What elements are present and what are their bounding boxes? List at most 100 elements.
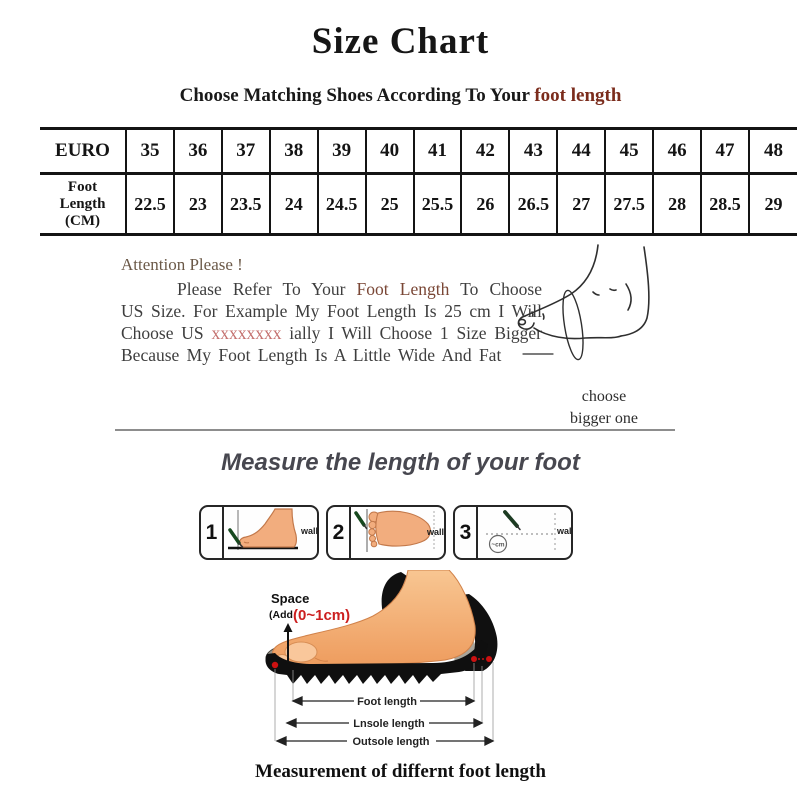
sketch-toenail	[517, 318, 527, 326]
sketch-caption: choose bigger one	[540, 386, 668, 430]
size-cell: 43	[508, 127, 558, 175]
sketch-caption-line1: choose	[581, 388, 627, 405]
size-cell: 46	[652, 127, 702, 175]
foot-measurement-diagram: Space (Add (0~1cm) Foot length Lnsole le…	[265, 570, 498, 748]
table-row-foot-length: Foot Length (CM) 22.5 23 23.5 24 24.5 25 25.5 2…	[40, 173, 797, 236]
size-cell: 24.5	[316, 173, 366, 236]
size-cell: 39	[316, 127, 366, 175]
size-cell: 22.5	[125, 173, 174, 236]
sketch-girth-ellipse	[562, 289, 584, 361]
sketch-toe-crease-1	[542, 313, 545, 320]
step-1-pen-tip	[238, 542, 244, 548]
sketch-caption-line2: bigger one	[570, 410, 638, 427]
step-1-illustration: wall	[228, 508, 317, 550]
size-cell: 23	[172, 173, 222, 236]
size-cell: 23.5	[220, 173, 270, 236]
diagram-space-value: (0~1cm)	[293, 607, 350, 624]
step-2-wall-label: wall	[426, 527, 444, 537]
step-3-illustration: ~cm wall	[486, 510, 571, 554]
size-cell: 48	[747, 127, 797, 175]
size-cell: 28.5	[700, 173, 749, 236]
sketch-ankle-mark-2	[609, 288, 617, 292]
size-cell: 45	[604, 127, 654, 175]
step-1-pen-icon	[228, 528, 241, 545]
size-cell: 24	[268, 173, 318, 236]
size-cell: 25	[364, 173, 414, 236]
sketch-ankle-mark-1	[592, 291, 600, 296]
size-cell: 47	[700, 127, 749, 175]
bottom-caption: Measurement of differnt foot length	[255, 761, 546, 782]
row-header-foot-length: Foot Length (CM)	[40, 173, 126, 236]
step-2-foot-shape	[375, 510, 431, 547]
step-3-pen-icon	[503, 510, 519, 528]
size-cell: 26	[460, 173, 510, 236]
attention-heading: Attention Please !	[121, 255, 243, 274]
size-cell: 35	[125, 127, 174, 175]
step-1-foot-shape	[239, 508, 297, 548]
diagram-big-toe	[284, 641, 318, 663]
size-cell: 41	[412, 127, 462, 175]
size-conversion-table: EURO 35 36 37 38 39 40 41 42 43 44 45 46 47 48 Foot L…	[40, 127, 797, 236]
sketch-sole-line	[533, 327, 622, 340]
size-cell: 36	[172, 127, 222, 175]
step-1-toe-line	[243, 541, 250, 544]
diagram-measure-arrows	[275, 695, 495, 747]
step-2-toes	[368, 511, 380, 548]
step-2-art: wall	[351, 507, 444, 558]
size-cell: 25.5	[412, 173, 462, 236]
attention-highlight-foot-length: Foot Length	[356, 279, 450, 299]
subtitle: Choose Matching Shoes According To Your …	[0, 85, 801, 107]
diagram-arrow-label-outsole-length: Outsole length	[353, 736, 430, 748]
diagram-guide-lines	[274, 662, 494, 741]
size-cell: 40	[364, 127, 414, 175]
size-cell: 44	[556, 127, 606, 175]
diagram-space-add-label: (Add	[269, 609, 293, 621]
foot-girth-sketch	[517, 244, 650, 361]
measure-steps-row: 1 wall 2	[199, 505, 573, 560]
size-cell: 27.5	[604, 173, 654, 236]
attention-paragraph: Please Refer To Your Foot Length To Choo…	[121, 278, 542, 366]
diagram-arrow-label-insole-length: Lnsole length	[353, 718, 425, 730]
diagram-toe-crease	[314, 657, 329, 662]
size-cell: 37	[220, 127, 270, 175]
diagram-space-arrow-head	[283, 623, 293, 632]
attention-part1: Please Refer To Your	[177, 279, 357, 299]
sketch-leg-front	[524, 244, 599, 317]
step-2-illustration: wall	[354, 509, 444, 552]
sketch-leg-back	[620, 246, 650, 337]
step-2-pen-icon	[354, 511, 366, 527]
size-cell: 42	[460, 127, 510, 175]
step-panel-3: 3 ~cm wall	[453, 505, 573, 560]
size-cell: 28	[652, 173, 702, 236]
measure-section-heading: Measure the length of your foot	[221, 449, 580, 476]
subtitle-text: Choose Matching Shoes According To Your	[179, 85, 535, 106]
step-1-number: 1	[201, 507, 224, 558]
step-1-art: wall	[224, 507, 317, 558]
table-row-euro: EURO 35 36 37 38 39 40 41 42 43 44 45 46 47 48	[40, 127, 797, 175]
size-cell: 29	[747, 173, 797, 236]
step-panel-2: 2 wall	[326, 505, 446, 560]
step-2-number: 2	[328, 507, 351, 558]
sketch-heel-curve	[625, 283, 632, 311]
diagram-red-dot-heel-2	[486, 656, 492, 662]
attention-part3: ially I Will Choose 1 Size Bigger Becaus…	[121, 323, 542, 365]
row-header-euro: EURO	[40, 127, 126, 175]
diagram-red-dot-heel-1	[471, 656, 477, 662]
subtitle-highlight: foot length	[534, 85, 622, 106]
attention-part2: To Choose US Size. For Example My Foot L…	[121, 279, 542, 343]
step-3-art: ~cm wall	[478, 507, 571, 558]
step-panel-1: 1 wall	[199, 505, 319, 560]
attention-redacted-text: xxxxxxxx	[211, 323, 282, 343]
diagram-red-dot-toe	[271, 661, 279, 669]
sketch-big-toe	[517, 315, 535, 330]
diagram-arrow-label-foot-length: Foot length	[357, 696, 417, 708]
size-cell: 27	[556, 173, 606, 236]
step-3-wall-label: wall	[556, 526, 571, 536]
sketch-toe-crease-2	[531, 311, 534, 317]
step-2-pen-tip	[363, 524, 368, 530]
diagram-outsole-black	[265, 640, 488, 684]
attention-note: Attention Please ! Please Refer To Your …	[121, 255, 542, 366]
step-3-cm-label: ~cm	[491, 542, 504, 549]
step-3-cm-circle	[488, 534, 508, 554]
